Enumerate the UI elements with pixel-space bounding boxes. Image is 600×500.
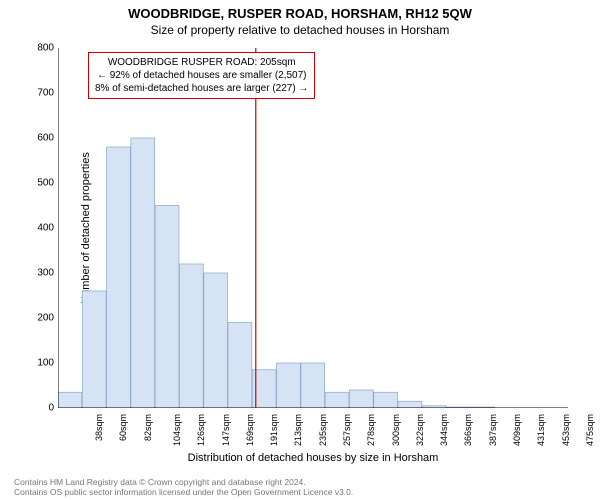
- chart-area: WOODBRIDGE RUSPER ROAD: 205sqm ← 92% of …: [58, 48, 568, 408]
- xtick-label: 213sqm: [293, 414, 303, 446]
- x-axis-label: Distribution of detached houses by size …: [58, 452, 568, 464]
- xtick-label: 409sqm: [512, 414, 522, 446]
- ytick-label: 0: [24, 403, 54, 414]
- xtick-label: 235sqm: [318, 414, 328, 446]
- chart-title-sub: Size of property relative to detached ho…: [0, 21, 600, 37]
- ytick-label: 200: [24, 313, 54, 324]
- y-axis-label-wrap: Number of detached properties: [10, 48, 24, 408]
- footer-line-1: Contains HM Land Registry data © Crown c…: [14, 477, 353, 487]
- xtick-label: 169sqm: [245, 414, 255, 446]
- ytick-label: 400: [24, 223, 54, 234]
- chart-container: WOODBRIDGE, RUSPER ROAD, HORSHAM, RH12 5…: [0, 0, 600, 500]
- xtick-label: 257sqm: [342, 414, 352, 446]
- chart-title-main: WOODBRIDGE, RUSPER ROAD, HORSHAM, RH12 5…: [0, 0, 600, 21]
- footer-line-2: Contains OS public sector information li…: [14, 487, 353, 497]
- ytick-label: 800: [24, 43, 54, 54]
- plot-svg: [58, 48, 568, 408]
- xtick-label: 431sqm: [536, 414, 546, 446]
- xtick-label: 60sqm: [118, 414, 128, 441]
- xtick-label: 147sqm: [221, 414, 231, 446]
- xtick-label: 366sqm: [463, 414, 473, 446]
- xtick-label: 82sqm: [143, 414, 153, 441]
- xtick-label: 191sqm: [269, 414, 279, 446]
- ytick-label: 500: [24, 178, 54, 189]
- footer: Contains HM Land Registry data © Crown c…: [14, 477, 353, 497]
- ytick-label: 300: [24, 268, 54, 279]
- xtick-label: 278sqm: [366, 414, 376, 446]
- xtick-label: 322sqm: [415, 414, 425, 446]
- xtick-label: 453sqm: [561, 414, 571, 446]
- annotation-box: WOODBRIDGE RUSPER ROAD: 205sqm ← 92% of …: [88, 52, 315, 99]
- ytick-label: 700: [24, 88, 54, 99]
- xtick-label: 387sqm: [488, 414, 498, 446]
- xtick-label: 126sqm: [196, 414, 206, 446]
- xtick-label: 104sqm: [172, 414, 182, 446]
- annotation-line-3: 8% of semi-detached houses are larger (2…: [95, 82, 308, 95]
- xtick-label: 38sqm: [94, 414, 104, 441]
- ytick-label: 600: [24, 133, 54, 144]
- annotation-line-2: ← 92% of detached houses are smaller (2,…: [95, 69, 308, 82]
- xtick-label: 300sqm: [391, 414, 401, 446]
- ytick-label: 100: [24, 358, 54, 369]
- annotation-line-1: WOODBRIDGE RUSPER ROAD: 205sqm: [95, 56, 308, 69]
- xtick-label: 475sqm: [585, 414, 595, 446]
- xtick-label: 344sqm: [439, 414, 449, 446]
